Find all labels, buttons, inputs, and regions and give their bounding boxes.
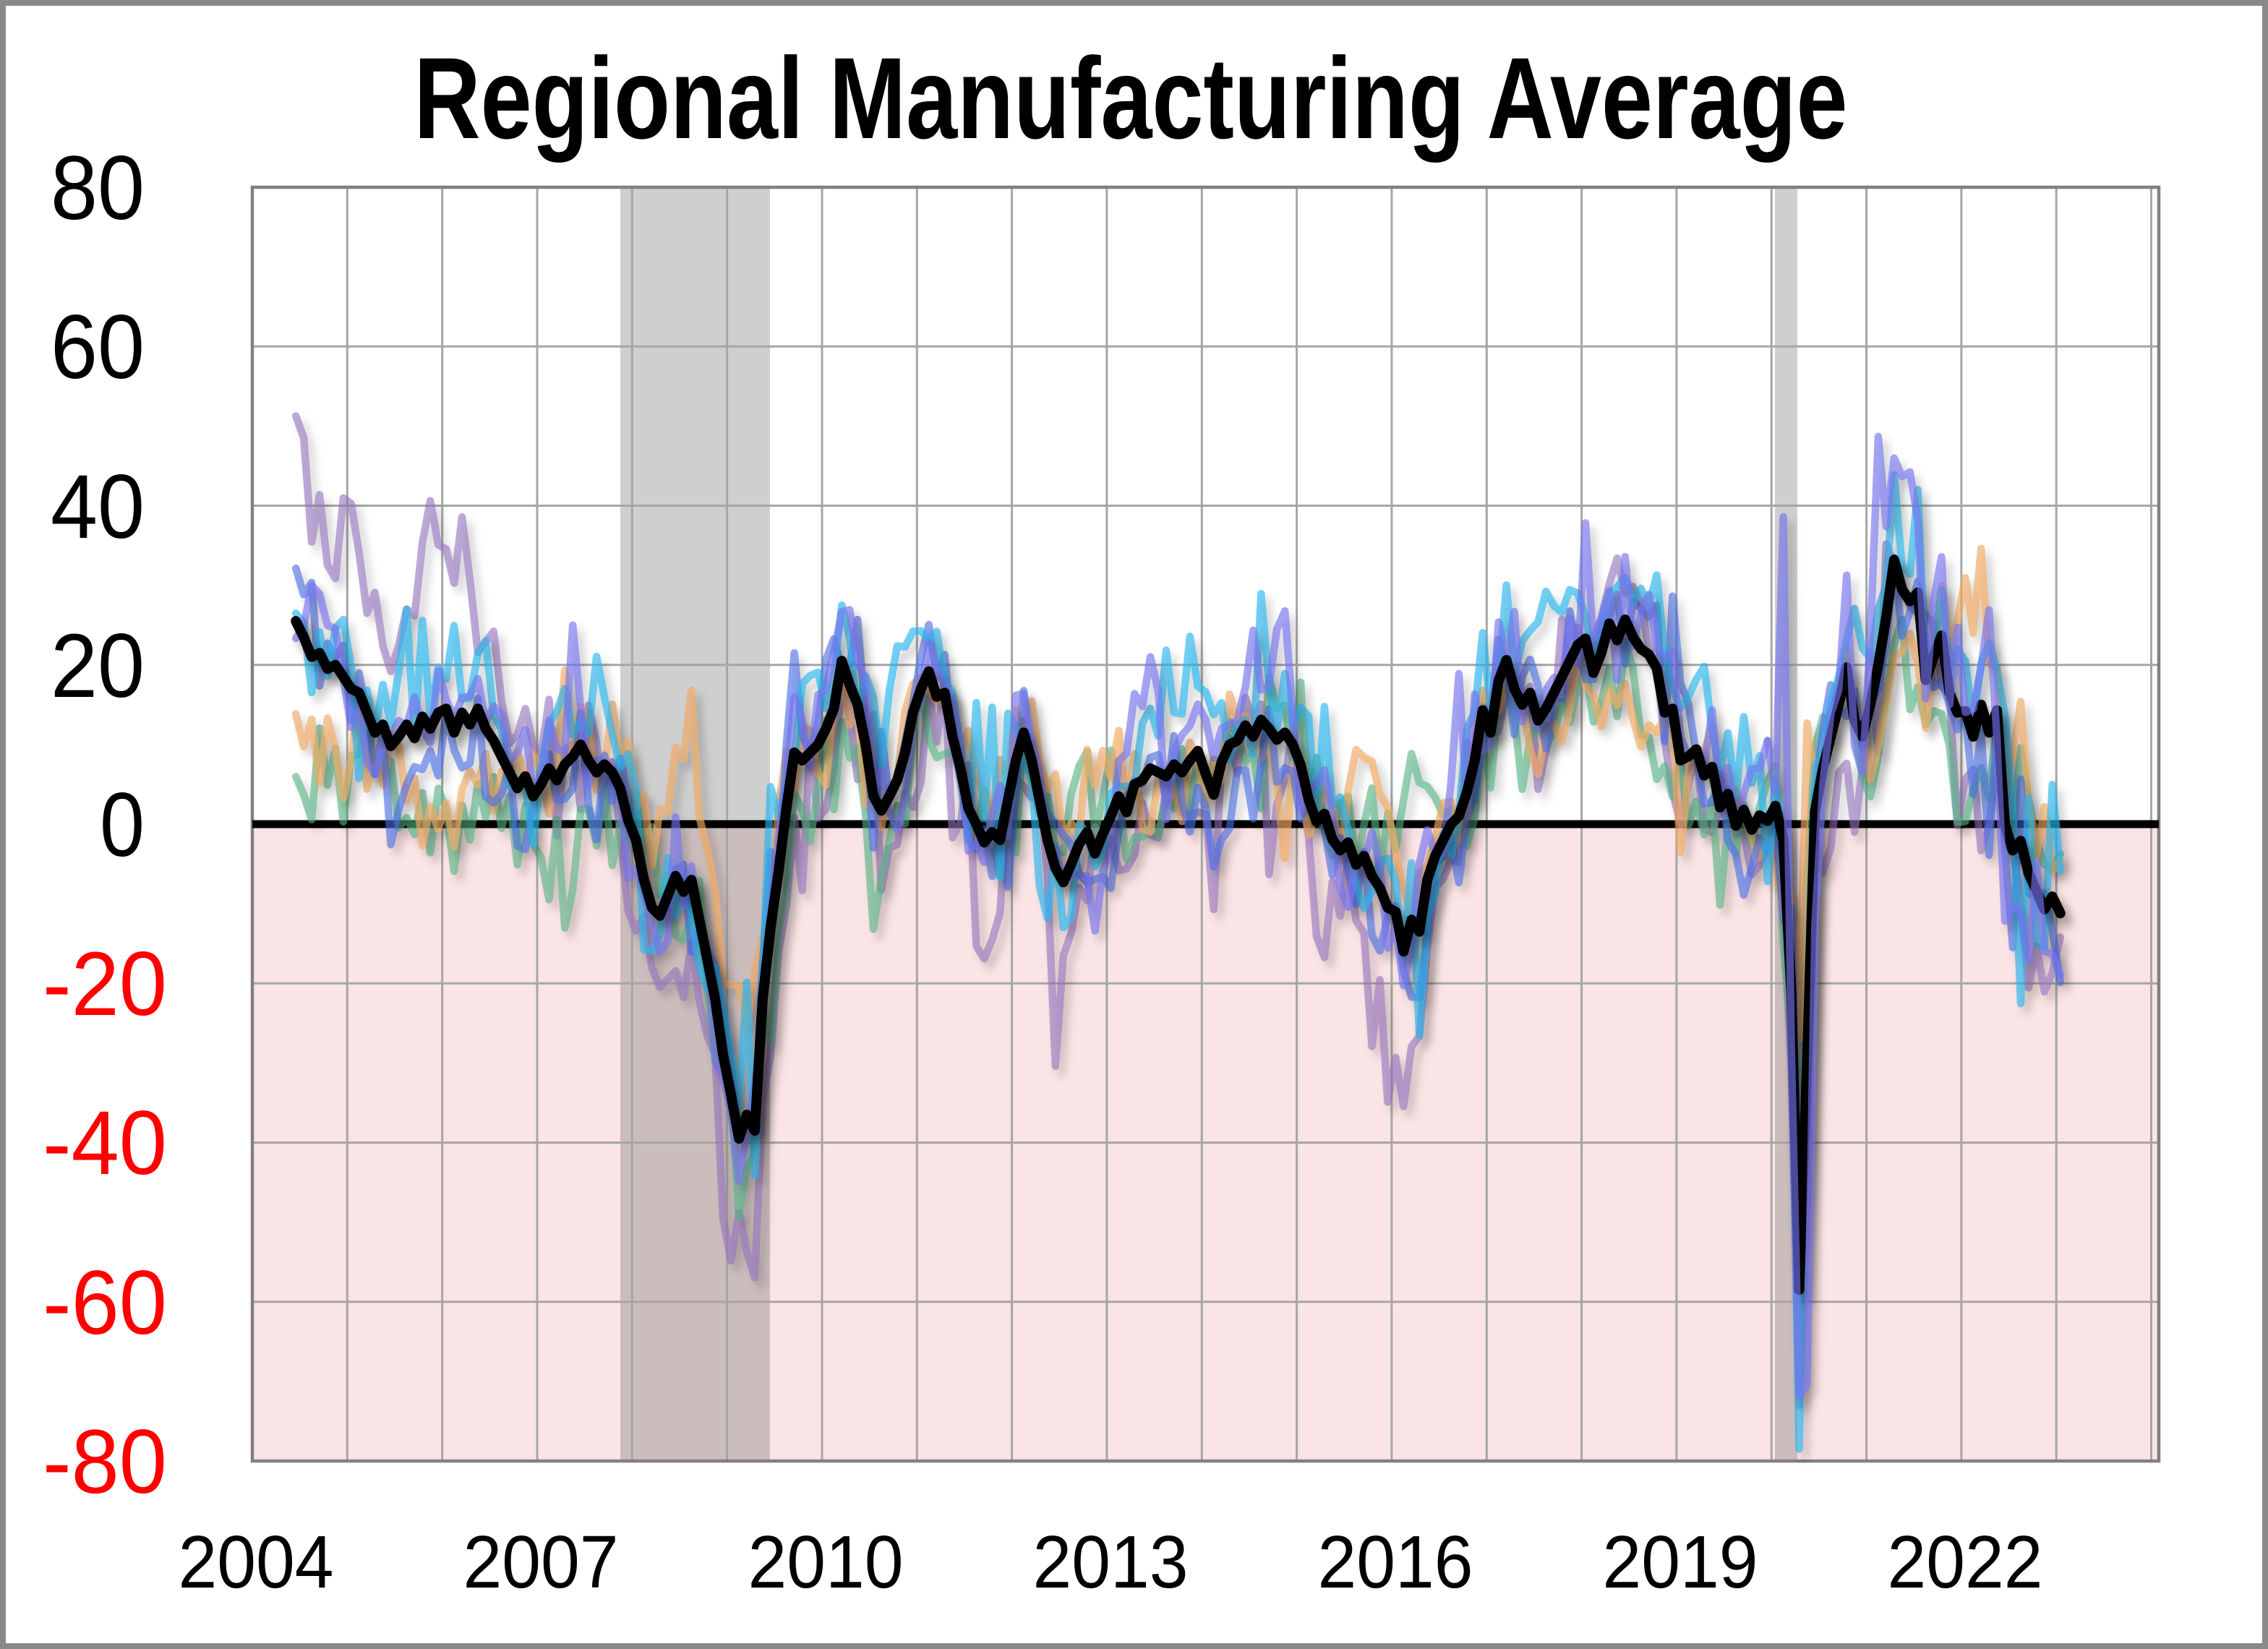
svg-text:-20: -20 [43, 934, 167, 1035]
svg-text:2007: 2007 [463, 1520, 619, 1603]
svg-text:20: 20 [51, 616, 145, 716]
svg-text:-40: -40 [43, 1093, 167, 1194]
svg-text:60: 60 [51, 297, 145, 398]
svg-text:-60: -60 [43, 1253, 167, 1353]
svg-text:2010: 2010 [748, 1520, 904, 1603]
svg-text:0: 0 [100, 775, 145, 875]
svg-text:40: 40 [51, 457, 145, 557]
svg-text:2019: 2019 [1603, 1520, 1758, 1603]
svg-text:2016: 2016 [1318, 1520, 1473, 1603]
svg-text:2004: 2004 [179, 1520, 334, 1603]
svg-text:2013: 2013 [1033, 1520, 1189, 1603]
svg-text:Regional Manufacturing Average: Regional Manufacturing Average [414, 33, 1848, 163]
svg-text:2022: 2022 [1888, 1520, 2043, 1603]
svg-text:80: 80 [51, 138, 145, 239]
svg-text:-80: -80 [43, 1412, 167, 1512]
